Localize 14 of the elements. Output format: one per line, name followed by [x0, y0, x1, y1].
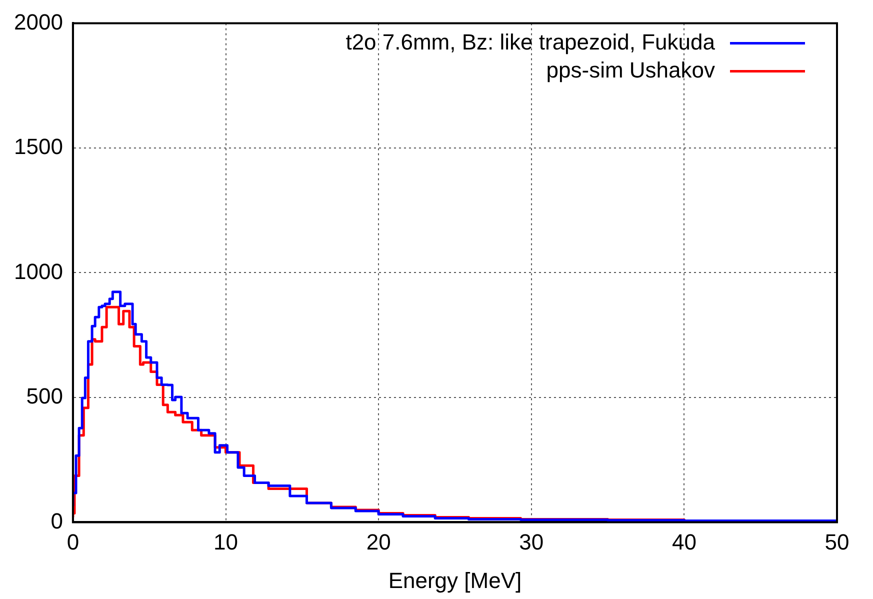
x-tick-label: 10 [214, 529, 238, 554]
y-tick-label: 1500 [14, 134, 63, 160]
legend-label: pps-sim Ushakov [546, 57, 715, 82]
x-tick-label: 50 [824, 529, 850, 554]
y-tick-label: 2000 [14, 9, 63, 34]
x-tick-label: 40 [672, 529, 696, 554]
x-tick-label: 0 [66, 529, 80, 554]
legend-label: t2o 7.6mm, Bz: like trapezoid, Fukuda [346, 29, 716, 54]
y-tick-label: 0 [50, 508, 63, 534]
y-tick-label: 500 [26, 384, 63, 409]
x-tick-label: 30 [519, 529, 544, 554]
y-tick-label: 1000 [14, 258, 63, 284]
x-axis-title: Energy [MeV] [388, 568, 522, 593]
x-tick-label: 20 [366, 529, 391, 554]
